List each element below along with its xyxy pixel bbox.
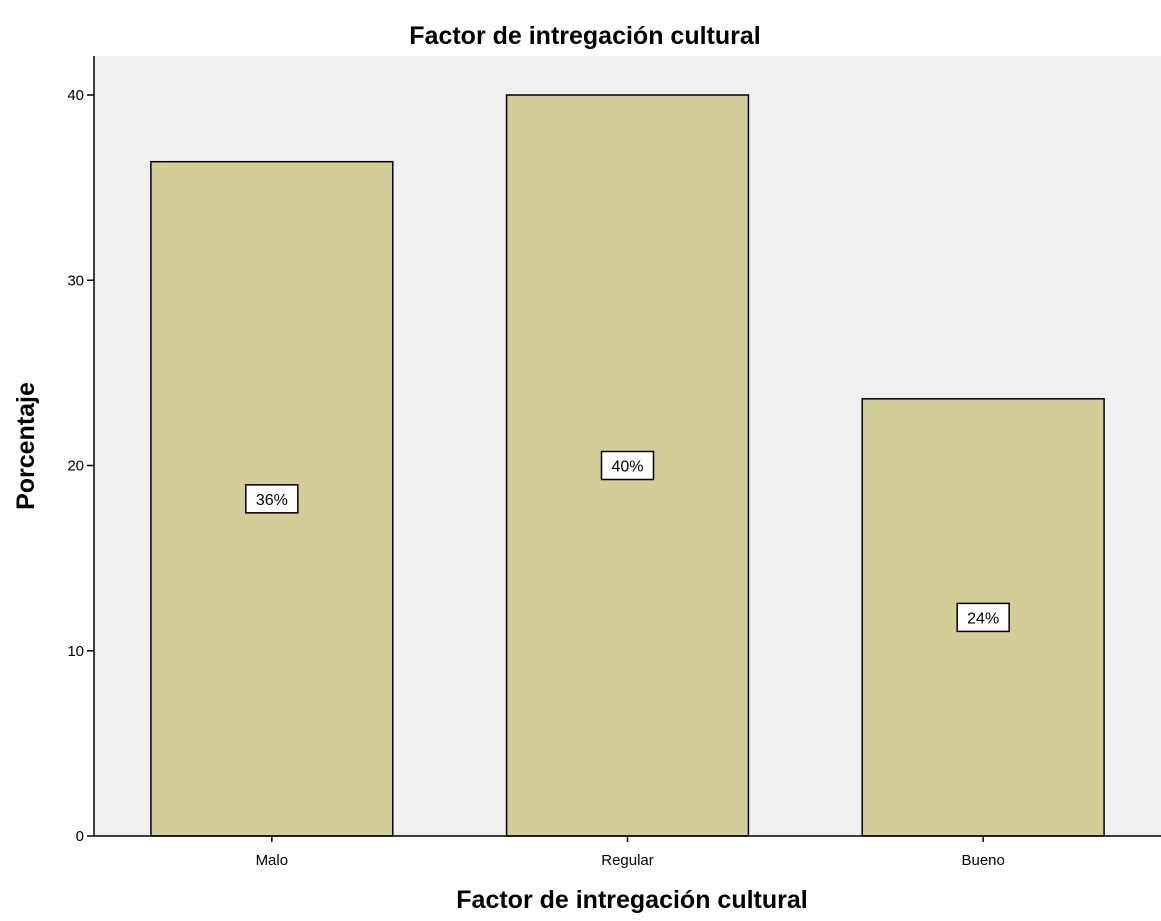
y-tick-label-10: 10 xyxy=(67,643,84,660)
data-label-box-malo xyxy=(245,484,299,514)
data-labels-layer: 36% 40% 24% xyxy=(245,450,1010,633)
chart-title: Factor de intregación cultural xyxy=(409,22,760,50)
x-axis-title: Factor de intregación cultural xyxy=(456,886,807,914)
data-label-malo: 36% xyxy=(256,492,288,509)
data-label-box-bueno xyxy=(956,602,1010,633)
x-tick-label-regular: Regular xyxy=(601,852,654,869)
data-label-box-regular xyxy=(600,450,655,481)
x-tick-label-bueno: Bueno xyxy=(961,852,1004,869)
x-tick-label-malo: Malo xyxy=(256,852,289,869)
data-label-bueno: 24% xyxy=(967,610,999,627)
y-tick-label-20: 20 xyxy=(67,458,84,475)
data-label-regular: 40% xyxy=(611,459,643,476)
x-ticks-layer: Malo Regular Bueno xyxy=(256,836,1005,869)
y-tick-label-0: 0 xyxy=(76,828,84,845)
y-tick-label-40: 40 xyxy=(67,87,84,104)
y-ticks-layer: 0 10 20 30 40 xyxy=(67,87,94,845)
y-axis-title: Porcentaje xyxy=(12,382,40,510)
y-tick-label-30: 30 xyxy=(67,272,84,289)
